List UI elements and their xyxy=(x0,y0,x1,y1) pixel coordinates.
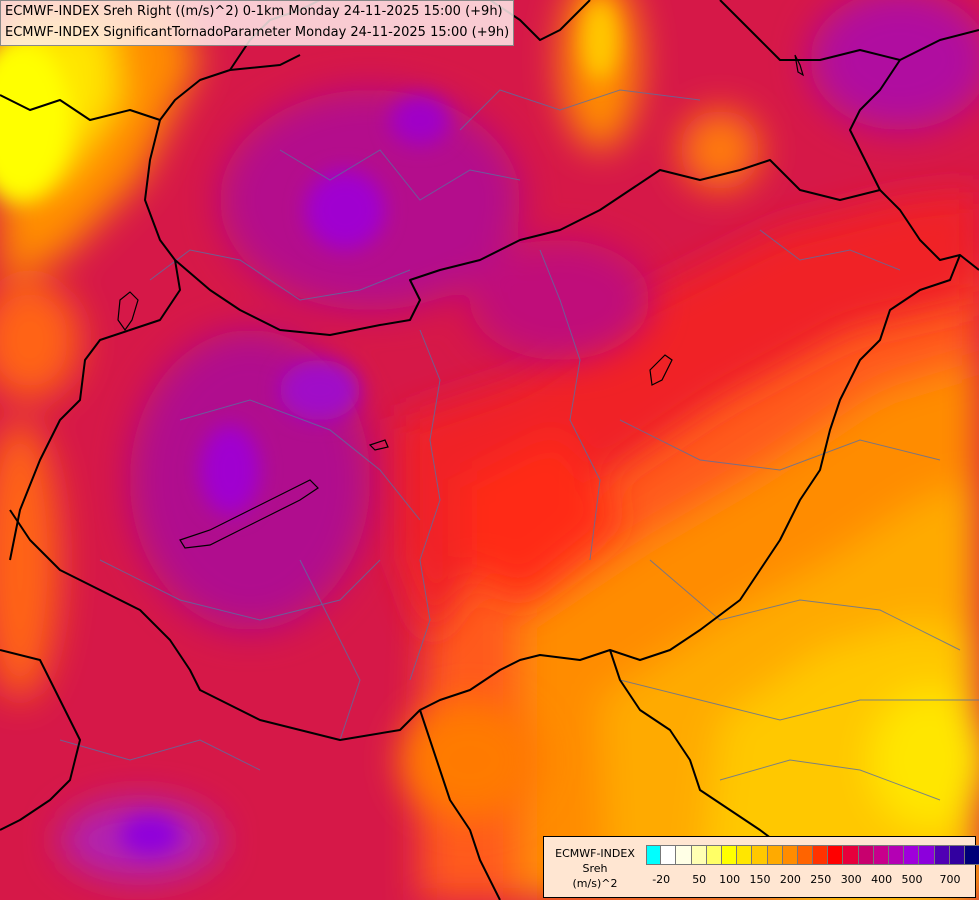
legend-swatch xyxy=(964,845,979,865)
legend-swatch xyxy=(706,845,722,865)
legend-swatch xyxy=(782,845,798,865)
legend-tick-label: 150 xyxy=(749,873,771,886)
legend-tick-label: 300 xyxy=(840,873,862,886)
legend-swatch xyxy=(737,845,753,865)
legend-swatch xyxy=(873,845,889,865)
legend-swatch xyxy=(904,845,920,865)
legend-variable: Sreh xyxy=(582,862,608,875)
legend-tick-label: 700 xyxy=(939,873,961,886)
title-stp: ECMWF-INDEX SignificantTornadoParameter … xyxy=(5,25,510,40)
map-title-box: ECMWF-INDEX Sreh Right ((m/s)^2) 0-1km M… xyxy=(0,0,515,46)
legend-swatch xyxy=(843,845,859,865)
title-sreh: ECMWF-INDEX Sreh Right ((m/s)^2) 0-1km M… xyxy=(5,4,503,19)
legend-model: ECMWF-INDEX xyxy=(555,847,635,860)
legend-title: ECMWF-INDEX Sreh (m/s)^2 xyxy=(550,846,640,891)
legend-swatch xyxy=(919,845,935,865)
legend-ticks: -20 50 100 150 200 250 300 400 500 700 xyxy=(646,873,966,889)
legend-swatch xyxy=(797,845,814,865)
legend-tick-label: -20 xyxy=(652,873,671,886)
legend-swatch xyxy=(889,845,905,865)
legend-swatch xyxy=(752,845,768,865)
legend-swatch xyxy=(828,845,844,865)
legend-swatch xyxy=(721,845,738,865)
legend-colorbar xyxy=(646,845,979,865)
color-legend: ECMWF-INDEX Sreh (m/s)^2 -20 50 100 150 200 2… xyxy=(543,836,979,898)
legend-swatch xyxy=(858,845,874,865)
legend-unit: (m/s)^2 xyxy=(572,877,618,890)
legend-swatch xyxy=(646,845,662,865)
legend-swatch xyxy=(934,845,950,865)
legend-tick-label: 400 xyxy=(871,873,893,886)
legend-tick-label: 500 xyxy=(901,873,923,886)
legend-tick-label: 200 xyxy=(779,873,801,886)
legend-swatch xyxy=(661,845,677,865)
lakes xyxy=(117,54,805,549)
legend-swatch xyxy=(691,845,707,865)
legend-swatch xyxy=(949,845,965,865)
region-lines xyxy=(59,89,979,801)
legend-swatch xyxy=(767,845,783,865)
legend-swatch xyxy=(813,845,829,865)
legend-tick-label: 100 xyxy=(719,873,741,886)
legend-tick-label: 50 xyxy=(692,873,707,886)
legend-tick-label: 250 xyxy=(810,873,832,886)
legend-swatch xyxy=(676,845,692,865)
